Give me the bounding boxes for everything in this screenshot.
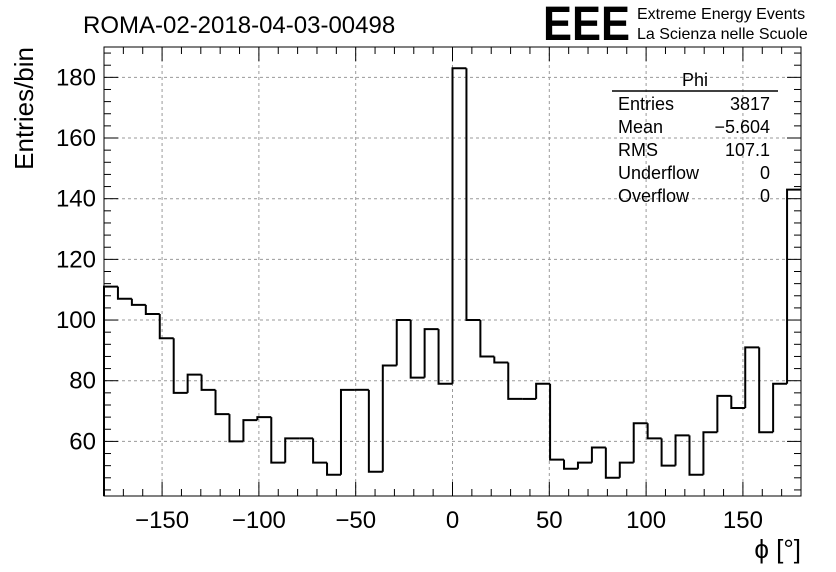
logo-line-1: Extreme Energy Events [637, 6, 805, 23]
histogram-bin [423, 328, 439, 378]
x-axis-ticks: −150 −100 −50 0 50 100 150 [103, 47, 802, 534]
histogram-bin [744, 346, 760, 409]
histogram-bin [535, 382, 551, 399]
histogram-bin [312, 438, 328, 464]
histogram-bin [674, 434, 690, 466]
stats-row-label: Overflow [618, 186, 690, 206]
histogram-bin [549, 383, 565, 461]
y-tick-label: 120 [56, 246, 96, 273]
x-tick-label: 150 [723, 507, 763, 534]
stats-row-label: Entries [618, 94, 674, 114]
y-tick-label: 80 [69, 368, 96, 395]
x-tick-label: 0 [446, 507, 459, 534]
eee-logo: EEE Extreme Energy Events La Scienza nel… [543, 0, 808, 51]
histogram-bin [381, 364, 397, 472]
histogram-bin [172, 338, 188, 394]
stats-row-label: Underflow [618, 163, 700, 183]
histogram-bars [103, 67, 801, 496]
histogram-bin [493, 356, 509, 364]
y-tick-label: 180 [56, 64, 96, 91]
histogram-bin [158, 313, 174, 340]
histogram-bin [437, 329, 453, 385]
histogram-bin [590, 446, 606, 463]
histogram-bin [646, 423, 662, 440]
histogram-bin [395, 319, 411, 366]
histogram-bin [339, 388, 355, 475]
histogram-bin [716, 394, 732, 433]
histogram-bin [270, 417, 286, 464]
x-tick-label: 100 [626, 507, 666, 534]
histogram-bin [144, 304, 160, 315]
histogram-bin [688, 435, 704, 476]
stats-row-value: 107.1 [725, 140, 770, 160]
histogram-bin [103, 285, 118, 496]
histogram-bin [367, 389, 383, 473]
histogram-bin [116, 286, 132, 300]
histogram-bin [409, 320, 425, 379]
histogram-bin [576, 461, 592, 469]
histogram-bin [228, 414, 244, 443]
y-axis-label: Entries/bin [9, 47, 39, 170]
eee-logo-text: EEE [543, 0, 630, 51]
histogram-bin [186, 373, 202, 393]
histogram-bin [660, 438, 676, 467]
stats-row-value: 3817 [730, 94, 770, 114]
histogram-bin [507, 362, 523, 400]
histogram-bin [604, 447, 620, 479]
histogram-bin [563, 459, 578, 470]
histogram-bin [632, 422, 648, 463]
x-tick-label: 50 [536, 507, 563, 534]
histogram-bin [451, 67, 467, 384]
stats-row-label: RMS [618, 140, 658, 160]
histogram-bin [242, 419, 258, 442]
histogram-bin [214, 389, 230, 416]
stats-box: Phi Entries 3817 Mean −5.604 RMS 107.1 Underfl… [612, 70, 778, 206]
y-axis-ticks: 60 80 100 120 140 160 180 [56, 52, 801, 491]
histogram-bin [758, 347, 774, 434]
y-tick-label: 60 [69, 428, 96, 455]
histogram-bin [772, 382, 788, 433]
y-tick-label: 160 [56, 125, 96, 152]
histogram-bin [786, 188, 801, 384]
histogram-bin [479, 320, 495, 358]
stats-box-title: Phi [682, 70, 708, 90]
histogram-bin [702, 431, 718, 475]
histogram-bin [730, 395, 746, 410]
x-tick-label: −100 [232, 507, 286, 534]
x-axis-label: ϕ [°] [754, 534, 801, 564]
stats-row-value: 0 [760, 163, 770, 183]
y-tick-label: 140 [56, 186, 96, 213]
histogram-bin [465, 68, 481, 322]
stats-row-value: 0 [760, 186, 770, 206]
y-tick-label: 100 [56, 307, 96, 334]
histogram-bin [200, 374, 216, 391]
chart-title: ROMA-02-2018-04-03-00498 [83, 12, 395, 39]
histogram-bin [618, 461, 634, 478]
histogram-bin [326, 462, 341, 476]
stats-row-value: −5.604 [714, 117, 770, 137]
histogram-bin [256, 416, 272, 421]
histogram-bin [130, 298, 146, 306]
x-tick-label: −50 [335, 507, 376, 534]
logo-line-2: La Scienza nelle Scuole [637, 26, 808, 43]
histogram-bin [284, 437, 300, 463]
x-tick-label: −150 [135, 507, 189, 534]
stats-row-label: Mean [618, 117, 663, 137]
